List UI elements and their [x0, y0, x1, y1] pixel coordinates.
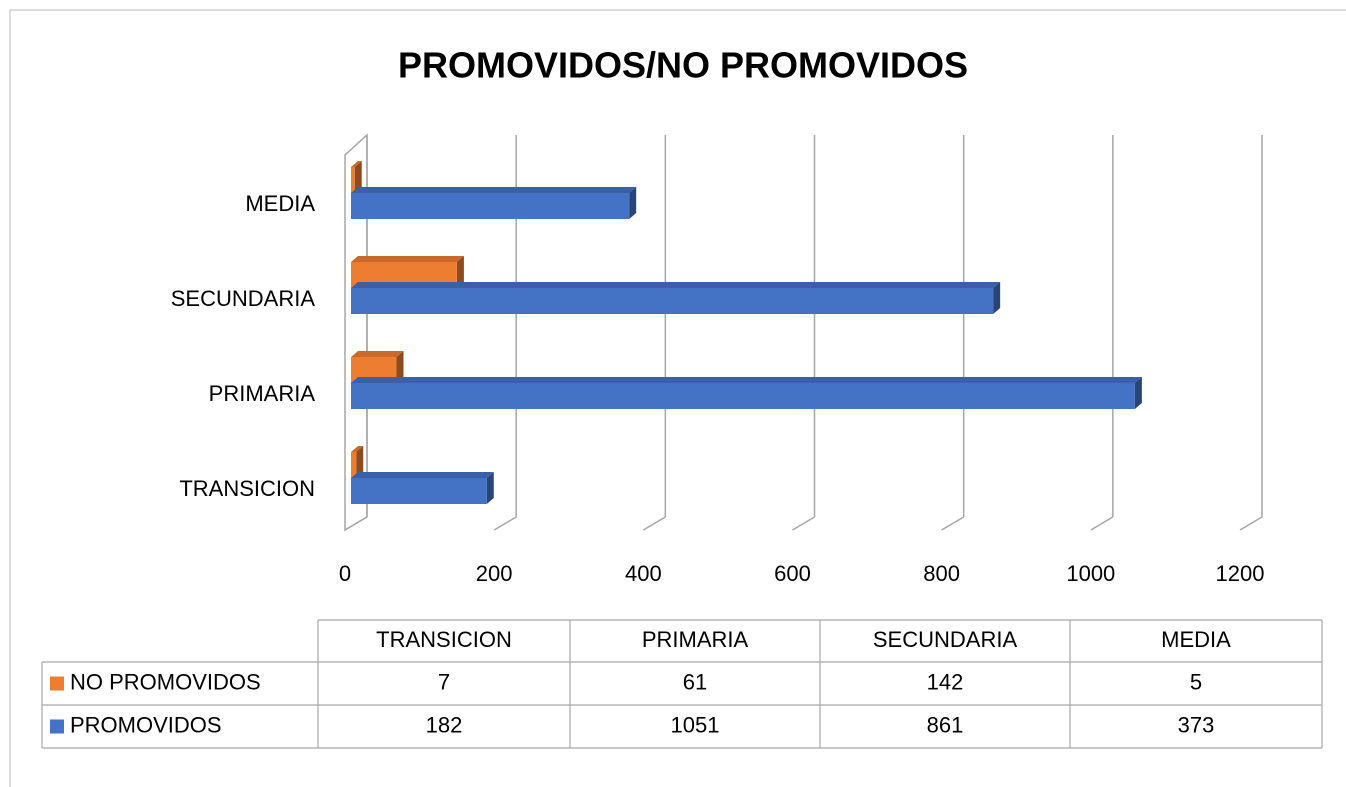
bar: [351, 167, 355, 193]
x-tick-label: 1000: [1066, 561, 1115, 586]
table-cell: 61: [683, 669, 707, 694]
x-tick-label: 800: [923, 561, 960, 586]
legend-swatch: [50, 719, 64, 734]
bar-top: [351, 377, 1142, 383]
x-tick-label: 0: [339, 561, 351, 586]
bar-side: [486, 472, 494, 504]
bar-side: [456, 256, 464, 288]
bar-top: [351, 351, 404, 357]
bar: [351, 383, 1135, 409]
table-header: SECUNDARIA: [873, 627, 1018, 652]
bar-side: [396, 351, 404, 383]
bar-top: [351, 161, 362, 167]
legend-label: PROMOVIDOS: [70, 712, 222, 737]
legend-swatch: [50, 676, 64, 691]
bar-side: [1134, 377, 1142, 409]
table-cell: 142: [927, 669, 964, 694]
bar: [351, 478, 487, 504]
chart-border: [9, 9, 1346, 787]
table-header: PRIMARIA: [642, 627, 749, 652]
bar: [351, 452, 357, 478]
floor-line: [1090, 516, 1114, 531]
table-header: MEDIA: [1161, 627, 1231, 652]
table-cell: 861: [927, 712, 964, 737]
bar-top: [351, 256, 464, 262]
bar-top: [351, 446, 364, 452]
floor-line: [344, 516, 368, 531]
bar-side: [356, 446, 364, 478]
bar-top: [351, 282, 1001, 288]
x-tick-label: 1200: [1216, 561, 1265, 586]
table-cell: 182: [426, 712, 463, 737]
bar-side: [354, 161, 362, 193]
bar-side: [993, 282, 1001, 314]
y-tick-label: TRANSICION: [179, 476, 315, 501]
bar-side: [629, 187, 637, 219]
table-header: TRANSICION: [376, 627, 512, 652]
chart-title: PROMOVIDOS/NO PROMOVIDOS: [398, 45, 968, 86]
floor-line: [941, 516, 965, 531]
bar: [351, 288, 994, 314]
y-tick-label: MEDIA: [245, 191, 315, 216]
x-tick-label: 600: [774, 561, 811, 586]
floor-line: [493, 516, 517, 531]
y-tick-label: SECUNDARIA: [171, 286, 316, 311]
table-cell: 7: [438, 669, 450, 694]
x-tick-label: 400: [625, 561, 662, 586]
legend-label: NO PROMOVIDOS: [70, 669, 261, 694]
y-tick-label: PRIMARIA: [209, 381, 316, 406]
bar-top: [351, 472, 494, 478]
bar: [351, 193, 630, 219]
floor-line: [1239, 516, 1263, 531]
table-cell: 1051: [671, 712, 720, 737]
table-cell: 373: [1178, 712, 1215, 737]
floor-line: [792, 516, 815, 531]
bar-top: [351, 187, 637, 193]
floor-line: [642, 516, 666, 531]
x-tick-label: 200: [476, 561, 513, 586]
table-cell: 5: [1190, 669, 1202, 694]
